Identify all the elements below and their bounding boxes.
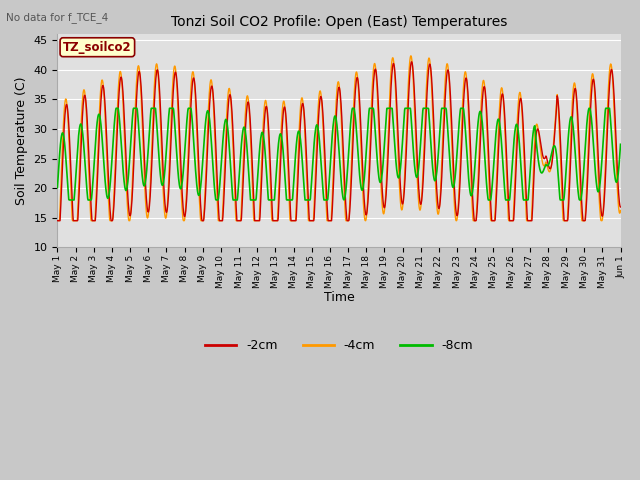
X-axis label: Time: Time <box>324 291 355 304</box>
Text: TZ_soilco2: TZ_soilco2 <box>63 41 132 54</box>
Title: Tonzi Soil CO2 Profile: Open (East) Temperatures: Tonzi Soil CO2 Profile: Open (East) Temp… <box>171 15 507 29</box>
Text: No data for f_TCE_4: No data for f_TCE_4 <box>6 12 109 23</box>
Legend: -2cm, -4cm, -8cm: -2cm, -4cm, -8cm <box>200 335 478 358</box>
Y-axis label: Soil Temperature (C): Soil Temperature (C) <box>15 77 28 205</box>
